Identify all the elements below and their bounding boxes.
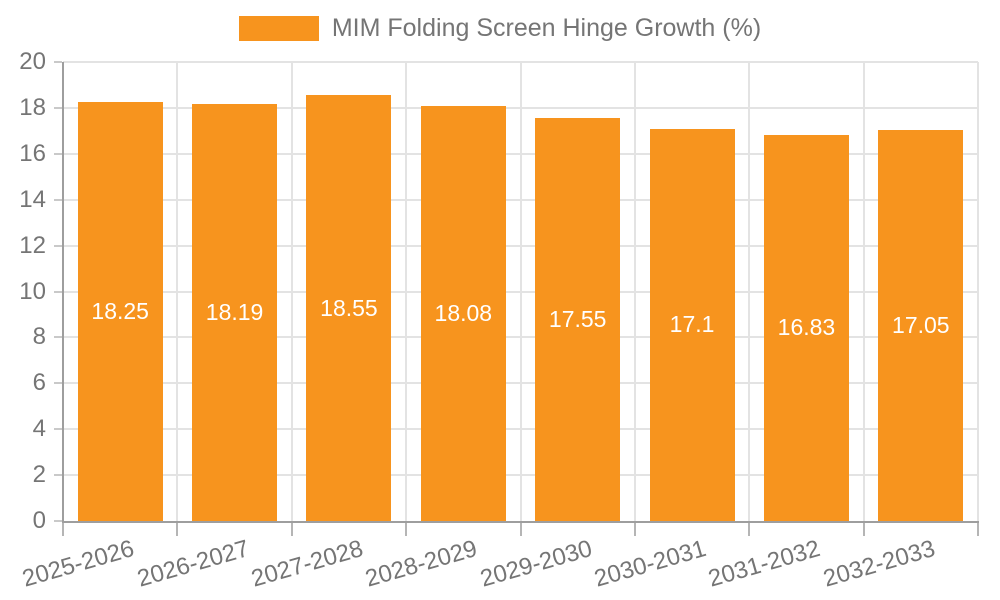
y-tick-mark (54, 152, 62, 155)
bar-2031-2032: 16.83 (763, 134, 849, 521)
y-tick-label: 16 (19, 139, 46, 167)
y-tick-mark (54, 382, 62, 385)
bar-2027-2028: 18.55 (306, 95, 392, 521)
x-gridline (176, 62, 179, 521)
x-tick-mark (290, 522, 293, 536)
y-tick-mark (54, 61, 62, 63)
bar-value-label: 16.83 (777, 314, 836, 341)
y-tick-mark (54, 106, 62, 109)
x-tick-mark (176, 522, 179, 536)
y-tick-label: 6 (32, 369, 46, 397)
x-gridline (290, 62, 293, 521)
bar-2032-2033: 17.05 (878, 129, 964, 521)
bar-2026-2027: 18.19 (192, 103, 278, 521)
x-gridline (633, 62, 636, 521)
y-tick-label: 10 (19, 277, 46, 305)
y-tick-mark (54, 428, 62, 431)
bar-value-label: 18.19 (205, 298, 264, 325)
x-tick-mark (633, 522, 636, 536)
y-tick-label: 2 (32, 461, 46, 489)
bar-value-label: 18.55 (320, 294, 378, 321)
x-tick-mark (405, 522, 408, 536)
bar-value-label: 17.55 (548, 306, 607, 333)
x-axis-line (62, 521, 979, 523)
y-tick-label: 8 (32, 323, 46, 351)
x-gridline (405, 62, 408, 521)
bar-value-label: 18.08 (434, 300, 493, 327)
x-tick-mark (862, 522, 865, 536)
y-tick-mark (54, 198, 62, 201)
y-tick-mark (54, 520, 62, 522)
y-tick-label: 18 (19, 93, 46, 121)
x-gridline (748, 62, 751, 521)
x-tick-mark (62, 522, 64, 536)
bar-value-label: 17.1 (669, 311, 715, 338)
y-axis-line (62, 62, 64, 523)
x-tick-mark (977, 522, 979, 536)
bar-value-label: 18.25 (91, 298, 149, 325)
y-tick-mark (54, 336, 62, 339)
bar-2025-2026: 18.25 (77, 102, 163, 521)
y-tick-label: 0 (32, 507, 46, 534)
x-gridline (862, 62, 865, 521)
bar-2028-2029: 18.08 (420, 106, 506, 521)
legend-label: MIM Folding Screen Hinge Growth (%) (331, 14, 762, 42)
chart-legend[interactable]: MIM Folding Screen Hinge Growth (%) (0, 14, 1000, 43)
bar-value-label: 17.05 (892, 311, 950, 338)
y-tick-label: 12 (19, 231, 46, 259)
y-tick-label: 14 (19, 185, 46, 213)
x-gridline (977, 62, 979, 521)
y-tick-label: 20 (19, 48, 46, 75)
y-tick-label: 4 (32, 415, 46, 443)
x-gridline (519, 62, 522, 521)
y-tick-mark (54, 474, 62, 477)
x-tick-mark (519, 522, 522, 536)
x-tick-mark (748, 522, 751, 536)
bar-2029-2030: 17.55 (535, 118, 621, 521)
y-tick-mark (54, 290, 62, 293)
y-tick-mark (54, 244, 62, 247)
bar-2030-2031: 17.1 (649, 128, 735, 521)
legend-swatch-icon (238, 16, 319, 41)
